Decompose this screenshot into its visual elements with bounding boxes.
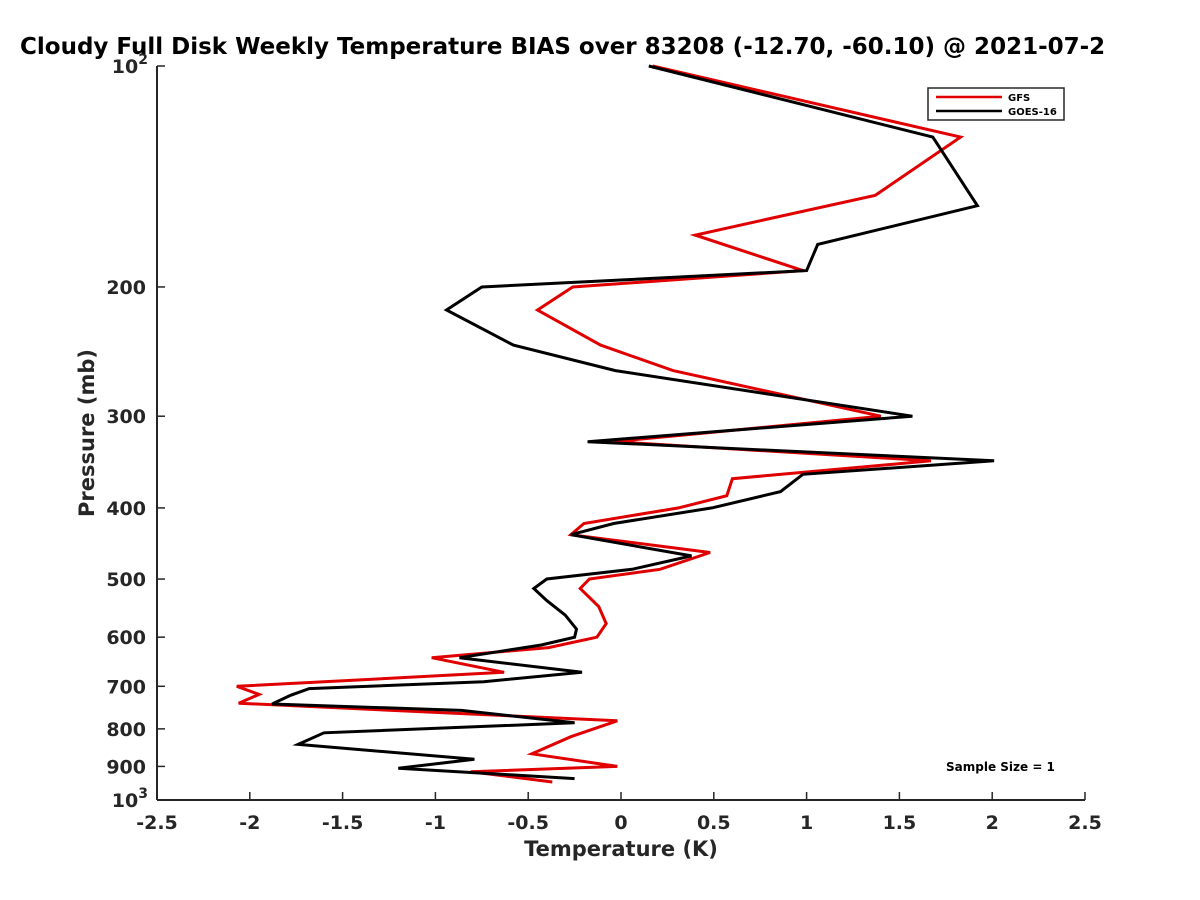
y-axis-title: Pressure (mb) (75, 349, 99, 517)
sample-size-annotation: Sample Size = 1 (946, 760, 1055, 774)
y-tick-label: 800 (106, 719, 146, 741)
legend: GFS GOES-16 (927, 87, 1065, 121)
series-lines (236, 64, 995, 784)
x-tick-label: -2 (239, 812, 260, 834)
x-tick-label: 0.5 (697, 812, 731, 834)
y-tick-label: 200 (106, 277, 146, 299)
y-tick-label: 300 (106, 406, 146, 428)
legend-box (927, 87, 1065, 121)
y-tick-label: 400 (106, 498, 146, 520)
series-line-goes16 (271, 64, 995, 781)
y-tick-exponent: 3 (138, 786, 148, 802)
x-tick-label: 1.5 (883, 812, 917, 834)
y-tick-exponent: 2 (138, 52, 148, 68)
x-tick-label: 1 (800, 812, 813, 834)
y-tick-base: 10 (112, 56, 138, 78)
y-tick-label: 600 (106, 627, 146, 649)
x-tick-label: -1.5 (322, 812, 364, 834)
y-tick-base: 10 (112, 790, 138, 812)
x-axis-title: Temperature (K) (524, 837, 718, 861)
x-tick-label: -2.5 (136, 812, 178, 834)
x-tick-label: 2.5 (1068, 812, 1102, 834)
legend-label-gfs: GFS (1008, 93, 1030, 104)
x-tick-label: 2 (986, 812, 999, 834)
legend-label-goes16: GOES-16 (1008, 107, 1057, 118)
x-tick-label: -1 (425, 812, 446, 834)
series-line-gfs (236, 64, 965, 784)
y-tick-label: 900 (106, 756, 146, 778)
y-tick-label-power: 102 (112, 52, 148, 78)
x-tick-label: 0 (614, 812, 627, 834)
chart-title: Cloudy Full Disk Weekly Temperature BIAS… (20, 34, 1105, 60)
x-tick-label: -0.5 (507, 812, 549, 834)
y-tick-label-power: 103 (112, 786, 148, 812)
y-tick-label: 700 (106, 676, 146, 698)
y-tick-label: 500 (106, 569, 146, 591)
plot-area (156, 66, 1085, 801)
x-axis-ticks: -2.5 -2 -1.5 -1 -0.5 0 0.5 1 1.5 2 2.5 (136, 792, 1102, 834)
